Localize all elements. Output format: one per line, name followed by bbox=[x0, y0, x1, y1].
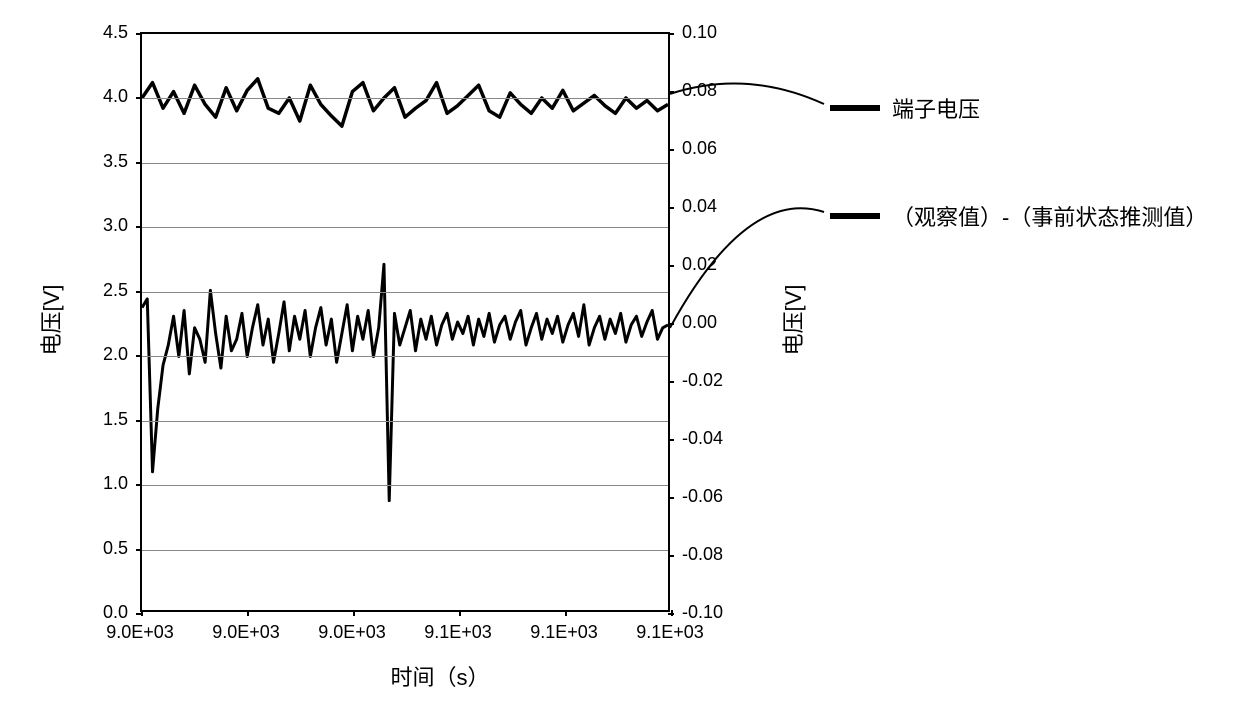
y1-tick-label: 2.5 bbox=[103, 280, 128, 301]
x-tick-label: 9.0E+03 bbox=[212, 622, 280, 643]
y2-tick-label: -0.08 bbox=[682, 544, 723, 565]
y1-tick-label: 1.0 bbox=[103, 473, 128, 494]
y2-tick-label: 0.08 bbox=[682, 80, 717, 101]
x-tick-label: 9.1E+03 bbox=[636, 622, 704, 643]
x-tick-label: 9.0E+03 bbox=[318, 622, 386, 643]
x-tick-label: 9.1E+03 bbox=[530, 622, 598, 643]
y1-tick-label: 0.0 bbox=[103, 602, 128, 623]
y2-tick-label: 0.02 bbox=[682, 254, 717, 275]
x-tick-label: 9.1E+03 bbox=[424, 622, 492, 643]
y2-tick-label: -0.10 bbox=[682, 602, 723, 623]
y2-tick-label: -0.04 bbox=[682, 428, 723, 449]
y2-tick-label: 0.00 bbox=[682, 312, 717, 333]
y1-tick-label: 1.5 bbox=[103, 409, 128, 430]
y2-tick-label: -0.02 bbox=[682, 370, 723, 391]
y1-tick-label: 3.5 bbox=[103, 151, 128, 172]
y1-tick-label: 4.0 bbox=[103, 86, 128, 107]
x-tick-label: 9.0E+03 bbox=[106, 622, 174, 643]
y1-tick-label: 3.0 bbox=[103, 215, 128, 236]
y2-tick-label: -0.06 bbox=[682, 486, 723, 507]
y2-tick-label: 0.04 bbox=[682, 196, 717, 217]
y2-tick-label: 0.06 bbox=[682, 138, 717, 159]
y1-tick-label: 4.5 bbox=[103, 22, 128, 43]
y1-tick-label: 2.0 bbox=[103, 344, 128, 365]
legend-callout-lines bbox=[20, 20, 1220, 700]
dual-axis-chart: 电压[V] 电压[V] 时间（s） 端子电压 （观察值）-（事前状态推测值） 0… bbox=[20, 20, 1220, 700]
y1-tick-label: 0.5 bbox=[103, 538, 128, 559]
y2-tick-label: 0.10 bbox=[682, 22, 717, 43]
